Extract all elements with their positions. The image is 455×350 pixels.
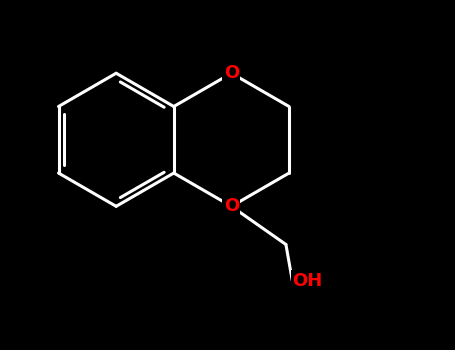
Text: OH: OH (292, 272, 323, 289)
Text: O: O (224, 197, 239, 215)
Text: O: O (224, 64, 239, 82)
